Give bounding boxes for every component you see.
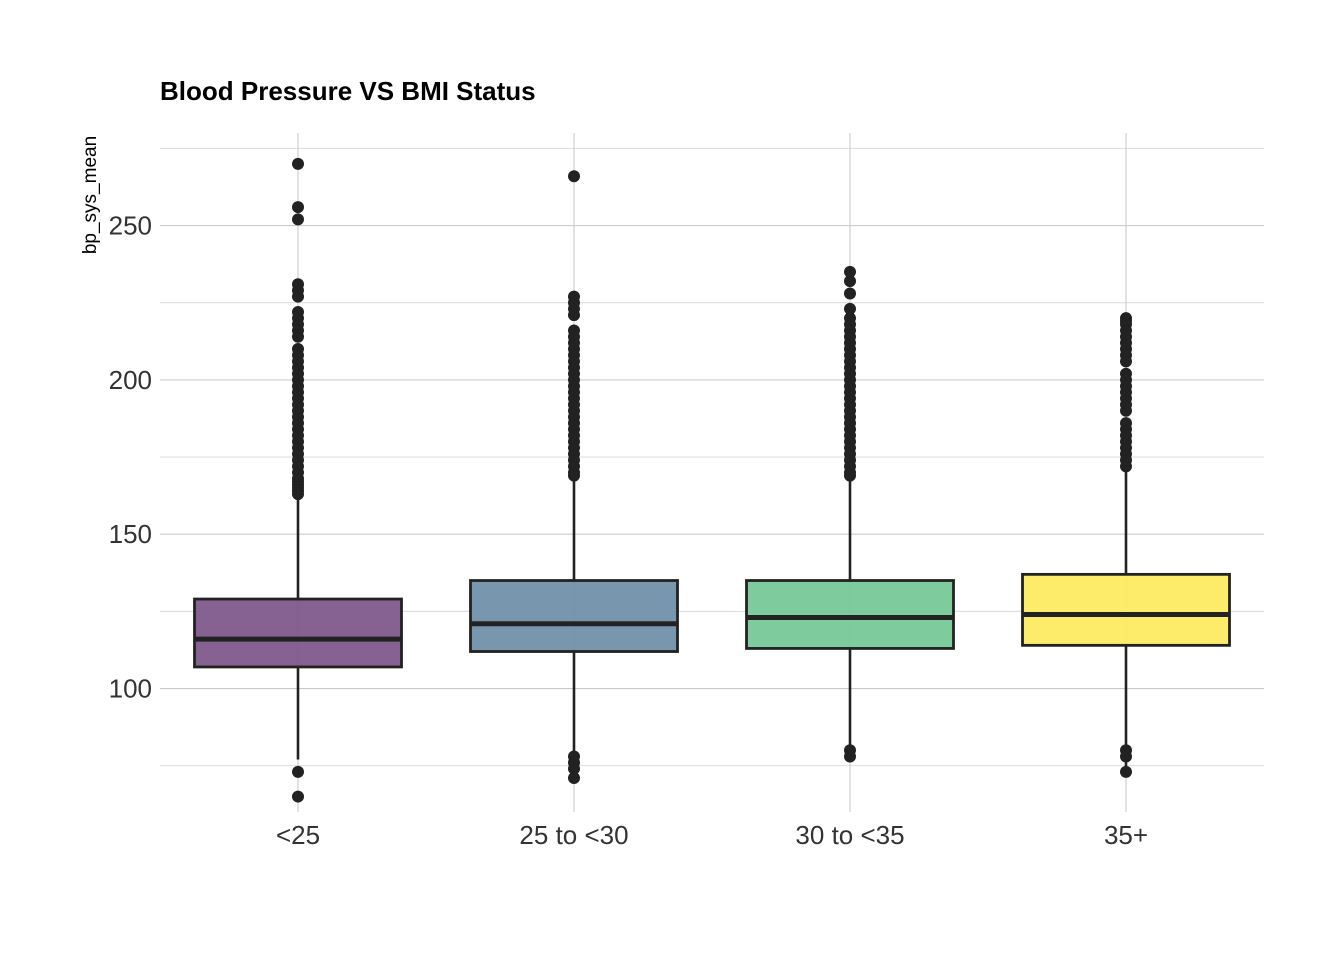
y-tick-label: 200	[109, 365, 152, 395]
y-tick-label: 250	[109, 211, 152, 241]
outlier-point	[292, 765, 304, 778]
outlier-point	[844, 275, 856, 288]
y-tick-label: 100	[109, 674, 152, 704]
outlier-point	[568, 170, 580, 183]
x-tick-label: <25	[276, 820, 320, 850]
outlier-point	[292, 201, 304, 214]
outlier-point	[844, 744, 856, 757]
box-group	[469, 170, 679, 785]
outlier-point	[292, 790, 304, 803]
outlier-point	[844, 302, 856, 315]
grid	[160, 133, 1264, 812]
outlier-point	[844, 287, 856, 300]
outlier-point	[1120, 367, 1132, 380]
box-group	[745, 265, 955, 763]
outlier-point	[1120, 765, 1132, 778]
boxes	[193, 157, 1231, 803]
box	[745, 579, 955, 650]
x-tick-label: 35+	[1104, 820, 1148, 850]
box-group	[1021, 312, 1231, 778]
x-tick-label: 25 to <30	[519, 820, 628, 850]
outlier-point	[292, 278, 304, 291]
box	[193, 597, 403, 669]
outlier-point	[1120, 744, 1132, 757]
outlier-point	[568, 324, 580, 337]
box	[1021, 572, 1231, 647]
outlier-point	[1120, 312, 1132, 325]
chart-title: Blood Pressure VS BMI Status	[160, 76, 536, 106]
outlier-point	[292, 213, 304, 226]
box	[469, 579, 679, 653]
outlier-point	[568, 290, 580, 303]
outlier-point	[292, 157, 304, 170]
y-axis-label: bp_sys_mean	[80, 136, 101, 254]
outlier-point	[568, 750, 580, 763]
outlier-point	[568, 772, 580, 785]
box-group	[193, 157, 403, 803]
outlier-point	[292, 306, 304, 319]
outlier-point	[1120, 417, 1132, 430]
outlier-point	[844, 312, 856, 325]
axis-ticks: 100 150 200 250 <25 25 to <30 30 to <35 35+	[109, 211, 1148, 850]
y-tick-label: 150	[109, 519, 152, 549]
x-tick-label: 30 to <35	[795, 820, 904, 850]
outlier-point	[292, 343, 304, 356]
outlier-point	[844, 265, 856, 278]
